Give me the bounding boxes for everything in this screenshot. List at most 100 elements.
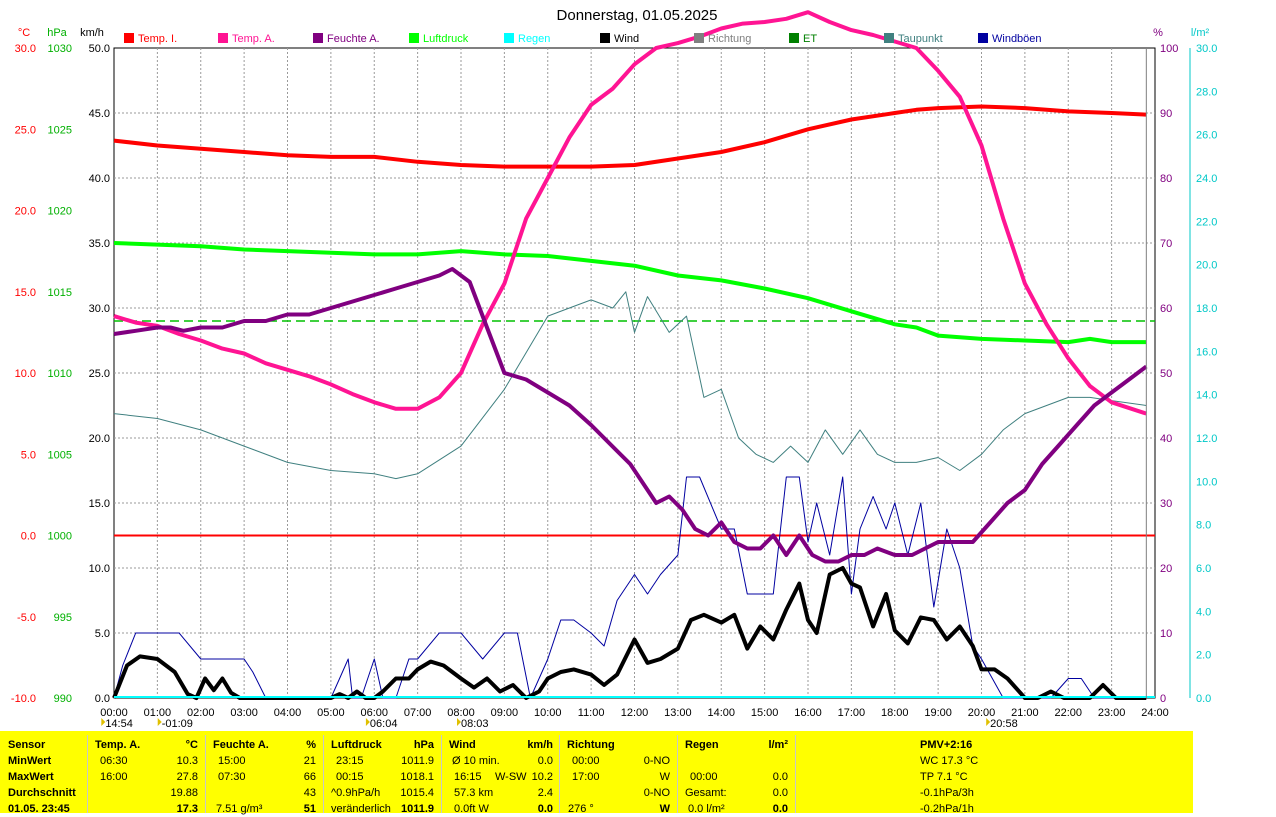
rain-tick-label: 14.0 bbox=[1196, 390, 1217, 402]
wind-axis-unit: km/h bbox=[80, 27, 104, 39]
wind-tick-label: 35.0 bbox=[89, 238, 110, 250]
rain-tick-label: 30.0 bbox=[1196, 43, 1217, 55]
temp-tick-label: 20.0 bbox=[15, 206, 36, 218]
series-feuchte-a bbox=[113, 267, 1148, 564]
x-tick-label: 01:00 bbox=[144, 707, 172, 719]
min-hum-time: 15:00 bbox=[218, 755, 246, 767]
x-tick-label: 15:00 bbox=[751, 707, 779, 719]
x-tick-label: 12:00 bbox=[621, 707, 649, 719]
rain-tick-label: 2.0 bbox=[1196, 650, 1211, 662]
humidity-tick-label: 50 bbox=[1160, 368, 1172, 380]
humidity-tick-label: 70 bbox=[1160, 238, 1172, 250]
time-marker-label: 14:54 bbox=[105, 718, 133, 730]
humidity-tick-label: 80 bbox=[1160, 173, 1172, 185]
header-pressure-unit: hPa bbox=[413, 739, 434, 751]
humidity-tick-label: 20 bbox=[1160, 563, 1172, 575]
header-pmv: PMV+2:16 bbox=[920, 739, 973, 751]
max-press-time: 00:15 bbox=[336, 771, 364, 783]
weather-chart: Donnerstag, 01.05.2025 00:00 01:00 02:00 03… bbox=[11, 7, 1218, 730]
avg-wind-value: 2.4 bbox=[537, 787, 553, 799]
legend-label: Feuchte A. bbox=[327, 33, 380, 45]
avg-temp-value: 19.88 bbox=[170, 787, 198, 799]
rain-tick-label: 24.0 bbox=[1196, 173, 1217, 185]
rain-total-value: 0.0 bbox=[772, 787, 788, 799]
rain-tick-label: 12.0 bbox=[1196, 433, 1217, 445]
avg-press-trend: ^0.9hPa/h bbox=[331, 787, 381, 799]
avg-dir-value: 0-NO bbox=[643, 787, 670, 799]
pressure-tick-label: 1005 bbox=[48, 449, 72, 461]
rain-tick-label: 28.0 bbox=[1196, 86, 1217, 98]
min-wind-avg-label: Ø 10 min. bbox=[452, 755, 500, 767]
x-tick-label: 19:00 bbox=[924, 707, 952, 719]
x-tick-label: 18:00 bbox=[881, 707, 909, 719]
max-temp-time: 16:00 bbox=[100, 771, 128, 783]
temp-tick-label: 15.0 bbox=[15, 287, 36, 299]
wind-tick-label: 25.0 bbox=[89, 368, 110, 380]
legend-label: Taupunkt bbox=[898, 33, 943, 45]
max-rain-value: 0.0 bbox=[772, 771, 788, 783]
header-rain-unit: l/m² bbox=[768, 739, 788, 751]
row-label-avg: Durchschnitt bbox=[8, 787, 76, 799]
current-abs-humidity: 7.51 g/m³ bbox=[216, 803, 263, 815]
x-tick-label: 14:00 bbox=[707, 707, 735, 719]
header-sensor: Sensor bbox=[8, 739, 46, 751]
legend-swatch bbox=[409, 33, 419, 43]
sun-marker-icon bbox=[986, 718, 991, 726]
humidity-axis-unit: % bbox=[1153, 27, 1163, 39]
series-taupunkt bbox=[113, 291, 1147, 480]
current-temp-value: 17.3 bbox=[176, 803, 198, 815]
pressure-tick-label: 1020 bbox=[48, 206, 72, 218]
header-humidity-unit: % bbox=[306, 739, 316, 751]
rain-total-label: Gesamt: bbox=[685, 787, 727, 799]
wind-tick-label: 20.0 bbox=[89, 433, 110, 445]
rain-tick-label: 22.0 bbox=[1196, 216, 1217, 228]
min-press-time: 23:15 bbox=[336, 755, 364, 767]
time-marker-label: -01:09 bbox=[162, 718, 193, 730]
header-wind: Wind bbox=[449, 739, 476, 751]
rain-tick-label: 26.0 bbox=[1196, 130, 1217, 142]
column-separator bbox=[323, 735, 324, 813]
column-separator bbox=[441, 735, 442, 813]
column-separator bbox=[559, 735, 560, 813]
wind-tick-label: 45.0 bbox=[89, 108, 110, 120]
axes: 00:00 01:00 02:00 03:00 04:00 05:00 06:00 07:00… bbox=[11, 27, 1218, 719]
pmv-line-3: -0.1hPa/3h bbox=[920, 787, 974, 799]
legend-label: Luftdruck bbox=[423, 33, 469, 45]
x-tick-label: 07:00 bbox=[404, 707, 432, 719]
time-marker-label: 08:03 bbox=[461, 718, 489, 730]
max-hum-value: 66 bbox=[303, 771, 316, 783]
header-temp: Temp. A. bbox=[95, 739, 141, 751]
rain-tick-label: 6.0 bbox=[1196, 563, 1211, 575]
chart-title: Donnerstag, 01.05.2025 bbox=[557, 7, 718, 24]
series-temp-i bbox=[113, 104, 1147, 169]
current-rain-value: 0.0 bbox=[772, 803, 788, 815]
legend-swatch bbox=[694, 33, 704, 43]
header-wind-unit: km/h bbox=[527, 739, 553, 751]
row-label-min: MinWert bbox=[8, 755, 52, 767]
pressure-tick-label: 1000 bbox=[48, 531, 72, 543]
temp-tick-label: -10.0 bbox=[11, 693, 36, 705]
current-dir-degrees: 276 ° bbox=[568, 803, 594, 815]
current-dir-value: W bbox=[659, 803, 670, 815]
min-wind-value: 0.0 bbox=[537, 755, 553, 767]
x-tick-label: 22:00 bbox=[1054, 707, 1082, 719]
x-tick-label: 03:00 bbox=[230, 707, 258, 719]
legend-swatch bbox=[978, 33, 988, 43]
min-temp-value: 10.3 bbox=[176, 755, 198, 767]
min-dir-time: 00:00 bbox=[572, 755, 600, 767]
sun-marker-icon bbox=[457, 718, 461, 726]
x-tick-label: 23:00 bbox=[1098, 707, 1126, 719]
current-press-value: 1011.9 bbox=[400, 803, 434, 815]
max-wind-time: 16:15 bbox=[454, 771, 482, 783]
time-marker-label: 20:58 bbox=[990, 718, 1018, 730]
humidity-tick-label: 10 bbox=[1160, 628, 1172, 640]
header-pressure: Luftdruck bbox=[331, 739, 382, 751]
temp-tick-label: 10.0 bbox=[15, 368, 36, 380]
pressure-axis-unit: hPa bbox=[47, 27, 67, 39]
current-wind-value: 0.0 bbox=[537, 803, 553, 815]
x-tick-label: 24:00 bbox=[1141, 707, 1169, 719]
legend-swatch bbox=[884, 33, 894, 43]
reference-lines bbox=[114, 320, 1155, 537]
rain-tick-label: 10.0 bbox=[1196, 476, 1217, 488]
temp-tick-label: 0.0 bbox=[21, 531, 36, 543]
